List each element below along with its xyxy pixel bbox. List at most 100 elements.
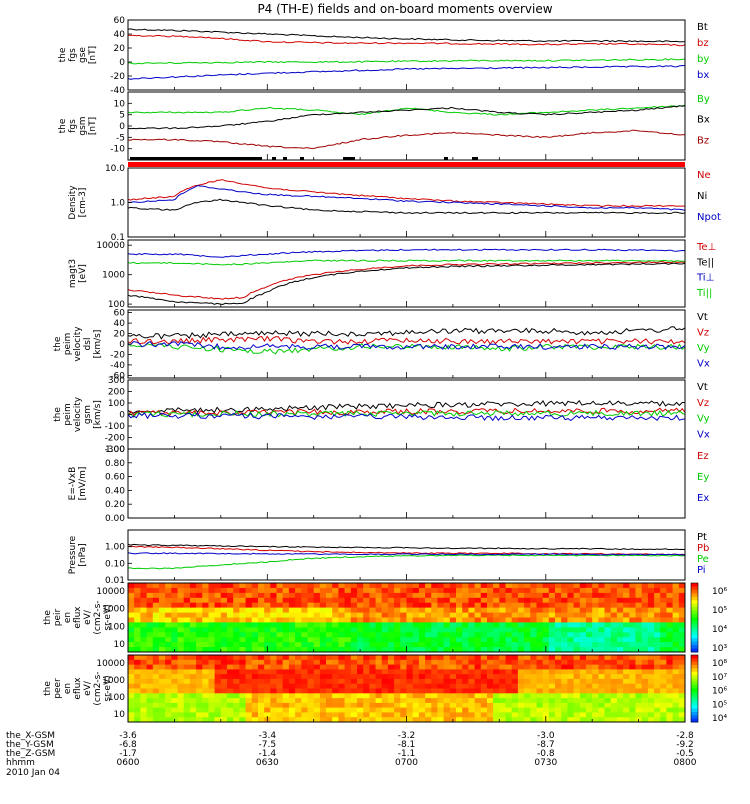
spectrogram-cell <box>561 678 568 685</box>
spectrogram-cell <box>641 674 649 680</box>
spectrogram-cell <box>487 698 494 704</box>
spectrogram-cell <box>604 627 612 633</box>
spectrogram-cell <box>666 683 674 689</box>
spectrogram-cell <box>288 712 296 718</box>
spectrogram-cell <box>220 647 228 653</box>
spectrogram-cell <box>276 622 284 628</box>
spectrogram-cell <box>678 698 686 704</box>
spectrogram-cell <box>462 655 469 661</box>
spectrogram-cell <box>524 664 531 670</box>
spectrogram-cell <box>635 583 643 589</box>
spectrogram-cell <box>344 587 352 594</box>
spectrogram-cell <box>678 683 686 689</box>
spectrogram-cell <box>276 632 284 638</box>
spectrogram-cell <box>443 612 451 618</box>
spectrogram-cell <box>536 674 544 680</box>
spectrogram-cell <box>635 632 643 638</box>
spectrogram-cell <box>579 717 587 723</box>
spectrogram-cell <box>319 707 327 713</box>
spectrogram-cell <box>610 669 618 675</box>
spectrogram-cell <box>270 707 277 713</box>
spectrogram-cell <box>177 655 185 661</box>
spectrogram-cell <box>220 622 228 628</box>
spectrogram-cell <box>555 712 562 718</box>
spectrogram-cell <box>400 707 407 713</box>
spectrogram-cell <box>641 664 649 670</box>
spectrogram-cell <box>654 583 661 589</box>
spectrogram-cell <box>387 627 395 633</box>
spectrogram-cell <box>548 632 556 638</box>
spectrogram-cell <box>530 647 537 653</box>
legend-label: Ti|| <box>696 288 712 299</box>
spectrogram-cell <box>196 642 203 648</box>
footer-value: 0700 <box>395 758 418 768</box>
spectrogram-cell <box>660 592 667 599</box>
spectrogram-cell <box>282 583 290 589</box>
spectrogram-cell <box>499 583 506 589</box>
spectrogram-cell <box>555 702 562 709</box>
spectrogram-cell <box>381 583 389 589</box>
spectrogram-cell <box>245 674 253 680</box>
spectrogram-cell <box>171 712 178 718</box>
spectrogram-cell <box>536 592 544 599</box>
spectrogram-cell <box>635 655 643 661</box>
spectrogram-cell <box>307 627 315 633</box>
spectrogram-cell <box>456 597 463 604</box>
spectrogram-cell <box>239 664 247 670</box>
spectrogram-cell <box>264 597 271 604</box>
spectrogram-cell <box>326 678 333 685</box>
spectrogram-cell <box>251 712 259 718</box>
series-line-vz <box>127 407 686 417</box>
spectrogram-cell <box>134 597 141 604</box>
spectrogram-cell <box>276 607 284 613</box>
spectrogram-cell <box>511 655 519 661</box>
spectrogram-cell <box>499 669 506 675</box>
spectrogram-cell <box>480 688 488 694</box>
spectrogram-cell <box>177 597 185 604</box>
spectrogram-cell <box>616 597 624 604</box>
spectrogram-cell <box>165 702 172 709</box>
spectrogram-cell <box>561 622 568 628</box>
spectrogram-cell <box>369 583 377 589</box>
spectrogram-cell <box>418 622 426 628</box>
spectrogram-cell <box>604 693 612 699</box>
spectrogram-cell <box>610 693 618 699</box>
spectrogram-cell <box>579 607 587 613</box>
colorbar-step <box>691 610 698 615</box>
spectrogram-cell <box>567 688 575 694</box>
spectrogram-cell <box>604 678 612 685</box>
y-axis-label: sr-eV) <box>103 604 113 630</box>
spectrogram-cell <box>449 627 457 633</box>
spectrogram-cell <box>189 617 197 623</box>
spectrogram-cell <box>623 712 630 718</box>
spectrogram-cell <box>369 717 377 723</box>
spectrogram-cell <box>493 659 500 666</box>
spectrogram-cell <box>425 688 432 694</box>
spectrogram-cell <box>208 637 216 643</box>
spectrogram-cell <box>604 647 612 653</box>
spectrogram-cell <box>282 622 290 628</box>
spectrogram-cell <box>499 659 506 666</box>
spectrogram-cell <box>158 698 166 704</box>
spectrogram-cell <box>177 698 185 704</box>
spectrogram-cell <box>189 597 197 604</box>
spectrogram-cell <box>301 617 308 623</box>
spectrogram-cell <box>313 617 321 623</box>
spectrogram-cell <box>171 617 178 623</box>
y-tick-label: 0 <box>119 58 125 68</box>
spectrogram-cell <box>406 659 414 666</box>
spectrogram-cell <box>288 617 296 623</box>
spectrogram-cell <box>499 592 506 599</box>
spectrogram-cell <box>171 669 178 675</box>
spectrogram-cell <box>480 632 488 638</box>
spectrogram-cell <box>134 659 141 666</box>
spectrogram-cell <box>641 597 649 604</box>
spectrogram-cell <box>369 664 377 670</box>
spectrogram-cell <box>623 659 630 666</box>
colorbar-step <box>691 715 698 720</box>
spectrogram-cell <box>189 659 197 666</box>
spectrogram-cell <box>579 632 587 638</box>
spectrogram-cell <box>412 678 420 685</box>
spectrogram-cell <box>369 642 377 648</box>
y-tick-label: 1000 <box>102 271 125 281</box>
